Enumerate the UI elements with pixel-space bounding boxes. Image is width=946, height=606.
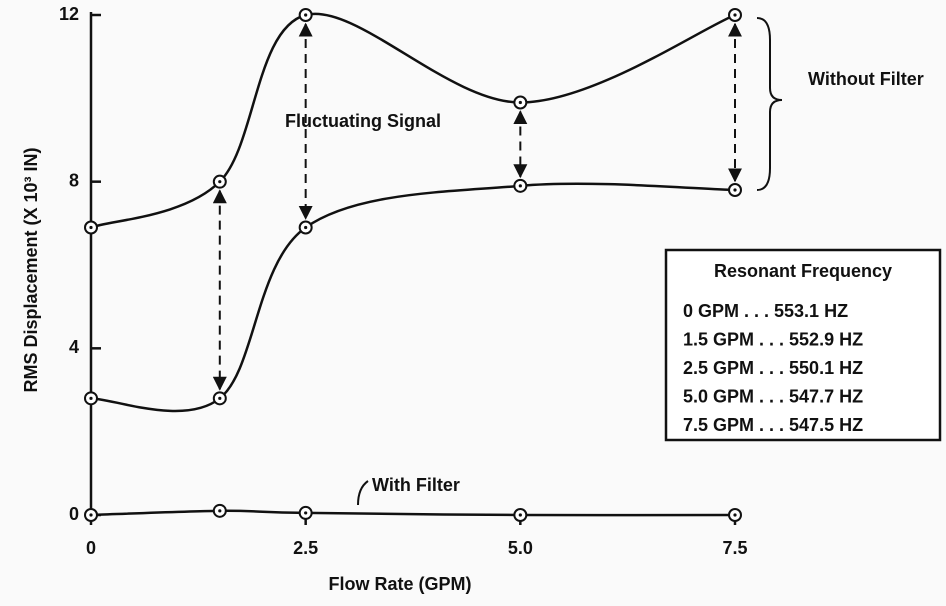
- point-dot: [89, 225, 93, 230]
- point-dot: [218, 396, 222, 400]
- y-tick-label: 12: [59, 4, 79, 24]
- series-line: [90, 182, 736, 413]
- point-dot: [733, 13, 737, 17]
- point-dot: [218, 180, 222, 184]
- point-dot: [89, 396, 93, 400]
- x-tick-label: 2.5: [293, 538, 318, 558]
- series-label: With Filter: [372, 475, 460, 495]
- legend-row: 1.5 GPM . . . 552.9 HZ: [683, 329, 863, 349]
- y-tick-label: 4: [69, 337, 79, 357]
- x-axis-label: Flow Rate (GPM): [329, 574, 472, 594]
- legend-row: 7.5 GPM . . . 547.5 HZ: [683, 415, 863, 435]
- legend-row: 0 GPM . . . 553.1 HZ: [683, 301, 848, 321]
- leader: [357, 480, 369, 506]
- brace: [756, 17, 783, 191]
- annotation: Fluctuating Signal: [285, 111, 441, 131]
- series-label: Without Filter: [808, 69, 924, 89]
- x-tick-label: 7.5: [722, 538, 747, 558]
- y-axis-label: RMS Displacement (X 10³ IN): [21, 147, 41, 392]
- point-dot: [518, 184, 522, 188]
- x-tick-label: 5.0: [508, 538, 533, 558]
- y-tick-label: 8: [69, 170, 79, 190]
- point-dot: [218, 509, 222, 513]
- legend-row: 5.0 GPM . . . 547.7 HZ: [683, 386, 863, 406]
- point-dot: [89, 513, 93, 517]
- point-dot: [733, 188, 737, 192]
- y-tick-label: 0: [69, 504, 79, 524]
- series-line: [90, 12, 736, 229]
- legend-row: 2.5 GPM . . . 550.1 HZ: [683, 358, 863, 378]
- point-dot: [304, 13, 308, 17]
- x-tick-label: 0: [86, 538, 96, 558]
- legend-box: [664, 248, 942, 442]
- point-dot: [304, 225, 308, 230]
- point-dot: [518, 100, 522, 105]
- legend-title: Resonant Frequency: [714, 261, 892, 281]
- point-dot: [733, 513, 737, 517]
- point-dot: [518, 513, 522, 517]
- series-line: [90, 509, 736, 517]
- point-dot: [304, 511, 308, 515]
